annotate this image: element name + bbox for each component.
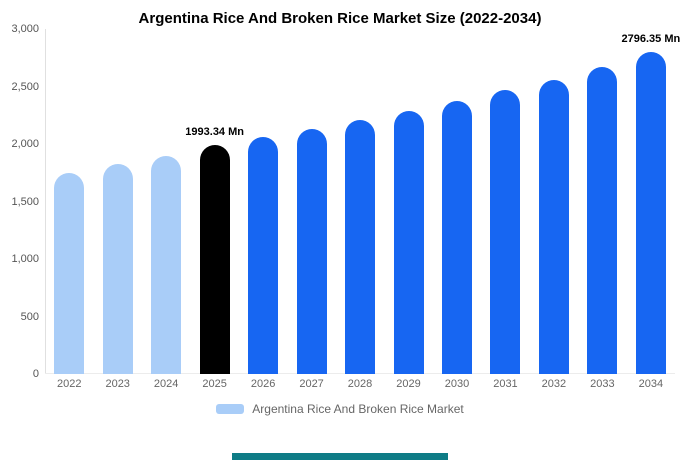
bar-2024 bbox=[151, 156, 182, 374]
bar-annotation: 1993.34 Mn bbox=[185, 125, 244, 138]
bar-column: 2033 bbox=[578, 29, 626, 394]
x-axis-label: 2029 bbox=[396, 378, 421, 390]
x-axis-label: 2023 bbox=[105, 378, 130, 390]
chart-title: Argentina Rice And Broken Rice Market Si… bbox=[138, 10, 542, 27]
y-axis-line bbox=[45, 29, 46, 374]
bar-2026 bbox=[248, 137, 279, 374]
x-axis-label: 2024 bbox=[153, 378, 179, 390]
x-axis-label: 2025 bbox=[202, 378, 227, 390]
y-tick-label: 2,000 bbox=[11, 138, 39, 150]
bar-column: 1993.34 Mn 2025 bbox=[185, 29, 244, 394]
bar-column: 2030 bbox=[433, 29, 481, 394]
bar-column: 2026 bbox=[239, 29, 287, 394]
bar-2033 bbox=[587, 66, 618, 374]
bar-column: 2027 bbox=[287, 29, 335, 394]
bar-column: 2023 bbox=[93, 29, 141, 394]
bar-column: 2028 bbox=[336, 29, 384, 394]
legend-swatch-icon bbox=[216, 404, 245, 414]
x-axis-label: 2027 bbox=[299, 378, 324, 390]
bottom-teal-strip bbox=[232, 453, 448, 460]
bar-2028 bbox=[345, 119, 376, 374]
x-axis-label: 2031 bbox=[493, 378, 518, 390]
bar-2031 bbox=[490, 89, 521, 374]
y-tick-label: 1,000 bbox=[11, 253, 39, 265]
bar-2025 bbox=[199, 144, 230, 374]
y-tick-label: 3,000 bbox=[11, 23, 39, 35]
bar-column: 2032 bbox=[530, 29, 578, 394]
bar-column: 2796.35 Mn 2034 bbox=[622, 29, 680, 394]
y-tick-label: 500 bbox=[20, 310, 39, 323]
plot-columns: 2022 2023 2024 1993.34 Mn 2025 2026 2027 2028 20… bbox=[45, 29, 680, 394]
bar-chart: 0 500 1,000 1,500 2,000 2,500 3,000 2022 2023 20… bbox=[11, 23, 680, 394]
bar-2032 bbox=[538, 79, 569, 374]
bar-2029 bbox=[393, 110, 424, 374]
y-tick-label: 0 bbox=[32, 368, 39, 380]
bar-2027 bbox=[296, 128, 327, 374]
bar-column: 2022 bbox=[45, 29, 93, 394]
bar-2034 bbox=[635, 52, 666, 374]
bar-column: 2024 bbox=[142, 29, 190, 394]
y-tick-label: 2,500 bbox=[11, 80, 39, 93]
legend-label: Argentina Rice And Broken Rice Market bbox=[252, 402, 464, 416]
x-axis-label: 2026 bbox=[250, 378, 276, 390]
bar-2030 bbox=[441, 101, 472, 374]
bar-2023 bbox=[102, 164, 133, 374]
bar-column: 2029 bbox=[384, 29, 432, 394]
bar-column: 2031 bbox=[481, 29, 529, 394]
x-axis-label: 2030 bbox=[444, 378, 470, 390]
x-axis-label: 2034 bbox=[638, 378, 664, 390]
x-axis-label: 2028 bbox=[347, 378, 373, 390]
chart-legend: Argentina Rice And Broken Rice Market bbox=[0, 402, 680, 416]
y-tick-label: 1,500 bbox=[11, 195, 39, 208]
bar-annotation: 2796.35 Mn bbox=[621, 33, 680, 46]
x-axis-label: 2032 bbox=[541, 378, 567, 390]
bar-2022 bbox=[54, 172, 85, 374]
x-axis-label: 2022 bbox=[56, 378, 82, 390]
x-axis-label: 2033 bbox=[590, 378, 615, 390]
